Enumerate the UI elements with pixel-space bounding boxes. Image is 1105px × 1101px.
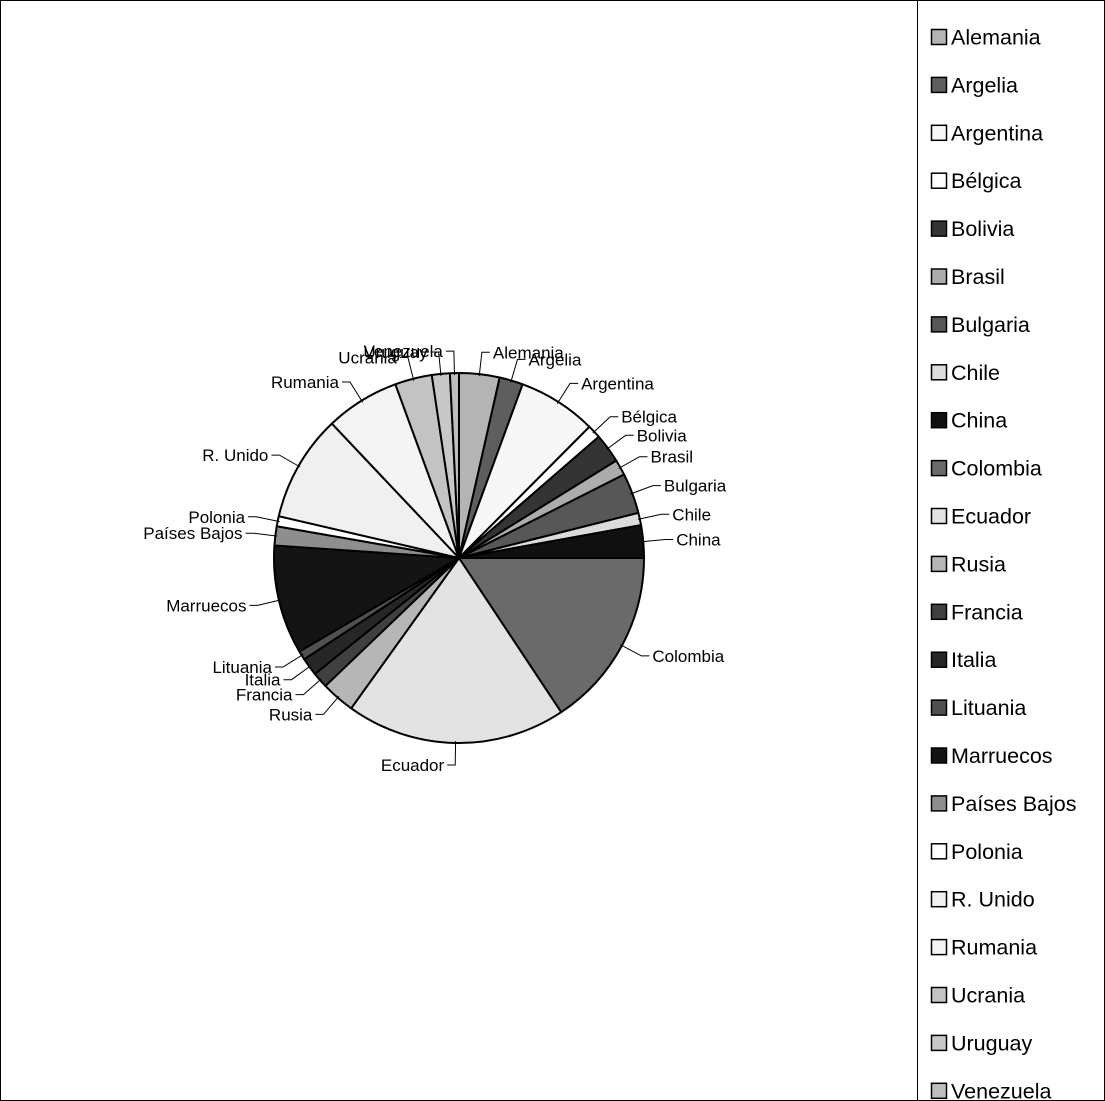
legend-swatch-ucrania bbox=[930, 986, 948, 1004]
legend-label-ucrania: Ucrania bbox=[951, 984, 1025, 1008]
legend-swatch-lituania bbox=[930, 699, 948, 716]
legend-swatch-belgica bbox=[930, 172, 948, 189]
legend-label-paises-bajos: Países Bajos bbox=[951, 792, 1076, 816]
slice-label-rumania: Rumania bbox=[271, 373, 340, 392]
leader-line-rumania bbox=[342, 381, 364, 403]
legend-swatch-uruguay bbox=[930, 1034, 948, 1052]
legend-label-china: China bbox=[951, 409, 1007, 433]
legend-label-bolivia: Bolivia bbox=[951, 217, 1014, 241]
legend-swatch-argentina bbox=[930, 124, 948, 142]
slice-label-bulgaria: Bulgaria bbox=[664, 477, 727, 496]
leader-line-bolivia bbox=[606, 434, 634, 450]
legend-label-chile: Chile bbox=[951, 361, 1000, 385]
legend-swatch-chile bbox=[930, 364, 948, 381]
legend-label-alemania: Alemania bbox=[951, 26, 1041, 50]
legend-swatch-italia bbox=[930, 651, 948, 668]
slice-label-r-unido: R. Unido bbox=[202, 446, 268, 465]
pie-slices bbox=[273, 371, 646, 744]
legend-label-argelia: Argelia bbox=[951, 73, 1018, 97]
slice-label-alemania: Alemania bbox=[493, 343, 564, 362]
legend-swatch-bulgaria bbox=[930, 316, 948, 333]
legend-label-italia: Italia bbox=[951, 648, 996, 672]
legend-swatch-rusia bbox=[930, 555, 948, 573]
slice-label-colombia: Colombia bbox=[652, 647, 724, 666]
legend-label-colombia: Colombia bbox=[951, 457, 1042, 481]
legend-label-rusia: Rusia bbox=[951, 552, 1006, 576]
legend-label-lituania: Lituania bbox=[951, 696, 1026, 720]
leader-line-lituania bbox=[275, 653, 304, 668]
leader-line-polonia bbox=[248, 516, 280, 523]
slice-label-rusia: Rusia bbox=[269, 705, 313, 724]
legend-label-francia: Francia bbox=[951, 600, 1023, 624]
slice-label-bolivia: Bolivia bbox=[637, 426, 688, 445]
leader-line-venezuela bbox=[445, 350, 455, 376]
slice-label-ucrania: Ucrania bbox=[338, 348, 397, 367]
legend-swatch-venezuela bbox=[930, 1082, 948, 1100]
legend-label-r-unido: R. Unido bbox=[951, 888, 1035, 912]
legend-label-bulgaria: Bulgaria bbox=[951, 313, 1030, 337]
legend-swatch-argelia bbox=[930, 76, 948, 94]
leader-line-china bbox=[641, 539, 674, 543]
legend-label-brasil: Brasil bbox=[951, 265, 1005, 289]
slice-label-argentina: Argentina bbox=[581, 374, 654, 393]
leader-line-rusia bbox=[315, 695, 340, 715]
legend-swatch-bolivia bbox=[930, 220, 948, 237]
legend-label-ecuador: Ecuador bbox=[951, 505, 1031, 529]
slice-label-marruecos: Marruecos bbox=[166, 596, 246, 615]
slice-label-chile: Chile bbox=[672, 505, 711, 524]
leader-line-belgica bbox=[592, 416, 619, 434]
legend-swatch-ecuador bbox=[930, 507, 948, 525]
slice-label-venezuela: Venezuela bbox=[363, 342, 443, 361]
leader-line-marruecos bbox=[249, 599, 282, 606]
slice-label-paises-bajos: Países Bajos bbox=[143, 524, 242, 543]
slice-label-italia: Italia bbox=[245, 671, 281, 690]
legend-swatch-polonia bbox=[930, 843, 948, 860]
leader-line-argentina bbox=[556, 382, 579, 404]
slice-label-uruguay: Uruguay bbox=[363, 343, 428, 362]
leader-line-brasil bbox=[618, 456, 648, 469]
legend-swatch-china bbox=[930, 411, 948, 429]
leader-line-francia bbox=[295, 678, 322, 696]
leader-line-r-unido bbox=[271, 454, 301, 468]
leader-line-argelia bbox=[510, 358, 526, 383]
slice-label-argelia: Argelia bbox=[529, 350, 582, 369]
legend-label-argentina: Argentina bbox=[951, 121, 1043, 145]
leader-line-ucrania bbox=[399, 356, 415, 381]
legend-label-uruguay: Uruguay bbox=[951, 1031, 1033, 1055]
legend-swatch-paises-bajos bbox=[930, 795, 948, 812]
leader-line-paises-bajos bbox=[245, 532, 278, 537]
legend-swatch-francia bbox=[930, 603, 948, 621]
legend-label-venezuela: Venezuela bbox=[951, 1079, 1051, 1101]
legend: Alemania Argelia Argentina Bélgica Bolivia Br… bbox=[930, 26, 1076, 1101]
leader-line-italia bbox=[283, 665, 312, 681]
slice-label-china: China bbox=[676, 531, 721, 550]
legend-swatch-alemania bbox=[930, 28, 948, 46]
slice-label-brasil: Brasil bbox=[651, 448, 694, 467]
legend-swatch-brasil bbox=[930, 268, 948, 285]
leader-line-bulgaria bbox=[630, 485, 661, 495]
leader-line-colombia bbox=[619, 644, 650, 657]
leader-line-alemania bbox=[478, 351, 490, 377]
legend-swatch-r-unido bbox=[930, 890, 948, 908]
legend-label-rumania: Rumania bbox=[951, 936, 1037, 960]
legend-swatch-colombia bbox=[930, 459, 948, 477]
slice-label-lituania: Lituania bbox=[212, 658, 272, 677]
slice-label-francia: Francia bbox=[236, 686, 293, 705]
slice-label-polonia: Polonia bbox=[188, 508, 245, 527]
leader-lines bbox=[245, 350, 674, 766]
legend-label-polonia: Polonia bbox=[951, 840, 1023, 864]
legend-swatch-rumania bbox=[930, 938, 948, 956]
legend-swatch-marruecos bbox=[930, 747, 948, 764]
leader-line-chile bbox=[637, 513, 670, 520]
leader-line-ecuador bbox=[447, 740, 457, 766]
legend-label-marruecos: Marruecos bbox=[951, 744, 1053, 768]
slice-label-belgica: Bélgica bbox=[621, 408, 677, 427]
legend-label-belgica: Bélgica bbox=[951, 169, 1022, 193]
leader-line-uruguay bbox=[430, 351, 442, 376]
slice-label-ecuador: Ecuador bbox=[381, 756, 445, 775]
